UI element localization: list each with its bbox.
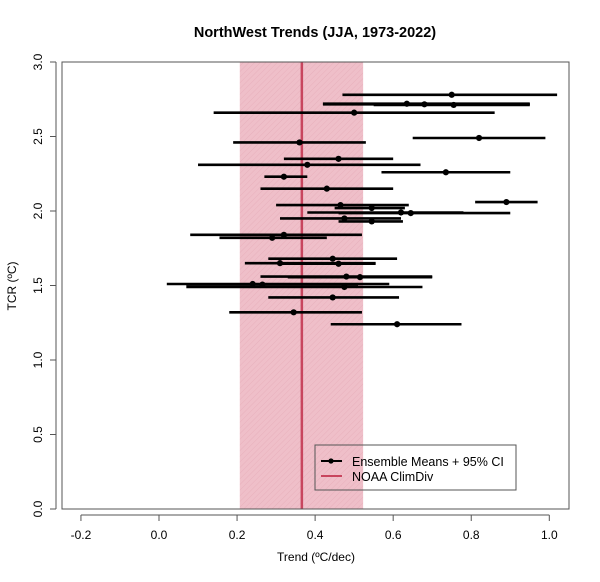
ensemble-mean-point [296, 139, 303, 146]
legend-noaa-label: NOAA ClimDiv [352, 470, 434, 484]
x-tick-label: 0.8 [463, 528, 480, 542]
ensemble-mean-point [249, 280, 256, 288]
x-tick-label: -0.2 [71, 528, 92, 542]
ensemble-mean-point [304, 161, 311, 168]
ensemble-mean-point [269, 234, 276, 241]
ensemble-mean-point [323, 185, 330, 192]
ensemble-mean-point [475, 134, 483, 142]
ensemble-mean-point [448, 91, 455, 98]
ensemble-mean-point [356, 274, 364, 281]
y-tick-label: 2.0 [31, 202, 45, 219]
legend-box [314, 444, 517, 491]
ensemble-mean-point [407, 209, 414, 217]
ensemble-mean-point [341, 215, 348, 222]
ensemble-mean-point [393, 321, 401, 328]
ensemble-mean-point [290, 309, 297, 316]
legend-ensemble-label: Ensemble Means + 95% CI [352, 455, 504, 469]
ensemble-mean-point [351, 109, 358, 116]
x-axis-label: Trend (ºC/dec) [277, 550, 355, 564]
ensemble-mean-point [421, 101, 428, 108]
x-tick-label: 0.4 [307, 528, 324, 542]
y-tick-label: 1.5 [31, 277, 45, 294]
legend-ensemble-dot-icon [328, 458, 334, 464]
x-tick-label: 0.6 [385, 528, 402, 542]
legend: Ensemble Means + 95% CI NOAA ClimDiv [314, 444, 517, 491]
ensemble-mean-point [329, 294, 336, 301]
y-tick-label: 3.0 [31, 53, 45, 70]
x-tick-label: 1.0 [541, 528, 558, 542]
data-layer [166, 91, 558, 328]
plot-frame [61, 61, 570, 510]
ensemble-mean-point [397, 209, 405, 216]
ensemble-mean-point [280, 173, 287, 180]
ensemble-mean-point [442, 169, 449, 176]
ensemble-mean-point [368, 218, 375, 225]
ensemble-mean-point [503, 198, 510, 206]
ensemble-mean-point [335, 260, 342, 267]
y-axis: 0.0 0.5 1.0 1.5 2.0 2.5 3.0 [31, 53, 57, 517]
y-tick-label: 0.0 [31, 500, 45, 517]
ensemble-mean-point [335, 155, 342, 162]
y-tick-label: 1.0 [31, 351, 45, 368]
x-axis: -0.2 0.0 0.2 0.4 0.6 0.8 1.0 [71, 514, 558, 542]
x-tick-label: 0.0 [151, 528, 168, 542]
ensemble-mean-point [450, 101, 457, 109]
ensemble-mean-point [280, 231, 287, 238]
chart-title: NorthWest Trends (JJA, 1973-2022) [194, 25, 436, 41]
ensemble-mean-point [276, 260, 284, 267]
y-axis-label: TCR (ºC) [5, 261, 19, 310]
ensemble-mean-point [368, 204, 375, 212]
y-tick-label: 0.5 [31, 426, 45, 443]
x-tick-label: 0.2 [229, 528, 246, 542]
ensemble-mean-point [329, 255, 336, 262]
y-tick-label: 2.5 [31, 128, 45, 145]
ensemble-mean-point [341, 283, 348, 291]
ensemble-mean-point [343, 273, 350, 280]
ensemble-mean-point [337, 201, 344, 209]
ensemble-mean-point [403, 100, 410, 107]
